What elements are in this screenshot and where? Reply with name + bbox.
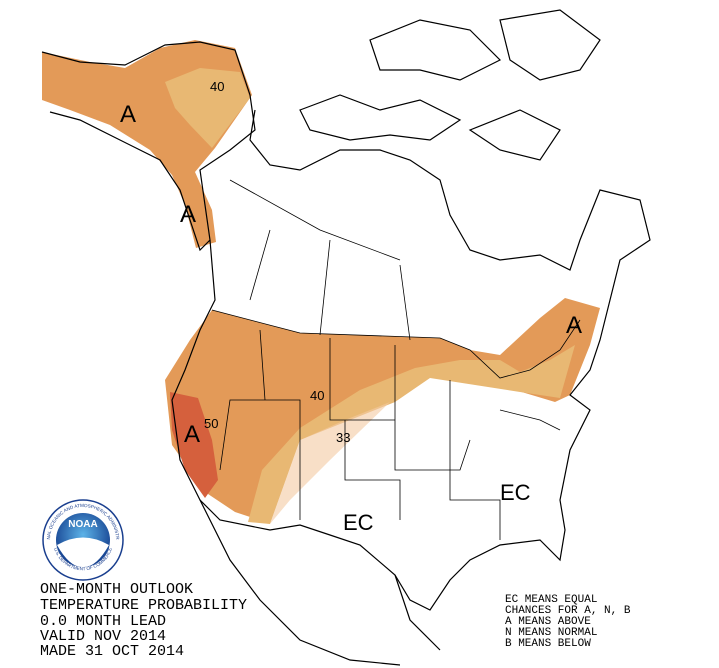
title-line: 0.0 MONTH LEAD: [40, 613, 166, 630]
category-label: EC: [500, 480, 531, 505]
contour-label: 40: [210, 79, 224, 94]
category-label: A: [184, 421, 200, 448]
title-line: TEMPERATURE PROBABILITY: [40, 597, 247, 614]
map-labels: A A A A EC EC 40 40 50 33: [120, 79, 582, 535]
legend-line: A MEANS ABOVE: [505, 616, 591, 628]
category-label: EC: [343, 510, 374, 535]
alaska-coast: [41, 41, 256, 252]
contour-label: 33: [336, 430, 350, 445]
canada-us-border: [211, 309, 581, 379]
contour-label: 50: [204, 416, 218, 431]
legend-line: N MEANS NORMAL: [505, 627, 597, 639]
state-lines: [219, 179, 561, 540]
coastlines: [41, 9, 651, 666]
title-line: VALID NOV 2014: [40, 628, 166, 645]
category-label: A: [180, 201, 196, 228]
mexico-coast: [199, 499, 441, 666]
above-33-40: [165, 68, 250, 148]
probability-shading: [42, 40, 600, 524]
above-50-60: [170, 392, 218, 498]
category-label: A: [120, 101, 136, 128]
arctic-islands: [299, 9, 601, 161]
contour-label: 40: [310, 388, 324, 403]
legend-line: EC MEANS EQUAL: [505, 594, 597, 606]
continent-coast: [171, 109, 651, 611]
title-line: ONE-MONTH OUTLOOK: [40, 581, 193, 598]
borders: [211, 179, 581, 540]
title-block: ONE-MONTH OUTLOOK TEMPERATURE PROBABILIT…: [40, 581, 247, 660]
title-line: MADE 31 OCT 2014: [40, 643, 184, 660]
above-40-50: [165, 298, 600, 522]
category-label: A: [566, 312, 582, 339]
logo-name: NOAA: [68, 519, 97, 530]
legend-block: EC MEANS EQUAL CHANCES FOR A, N, B A MEA…: [505, 594, 631, 650]
logo-bird: [57, 537, 109, 568]
above-40-50-edge: [270, 402, 390, 524]
legend-line: CHANCES FOR A, N, B: [505, 605, 631, 617]
legend-line: B MEANS BELOW: [505, 638, 591, 650]
